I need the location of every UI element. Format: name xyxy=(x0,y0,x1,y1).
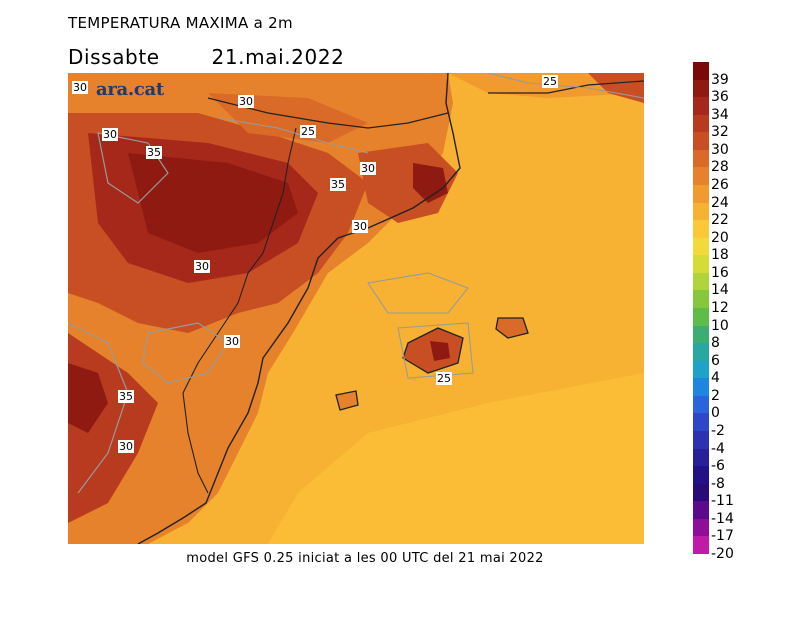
colorbar-swatch xyxy=(693,466,709,485)
contour-label: 25 xyxy=(542,75,558,88)
colorbar-label: 39 xyxy=(711,71,729,88)
colorbar-label: 2 xyxy=(711,387,720,404)
contour-label: 35 xyxy=(330,178,346,191)
colorbar-label: 22 xyxy=(711,212,729,229)
colorbar-label: 20 xyxy=(711,229,729,246)
colorbar-label: 34 xyxy=(711,106,729,123)
colorbar-swatch xyxy=(693,325,709,344)
colorbar-swatch xyxy=(693,308,709,327)
contour-label: 30 xyxy=(238,95,254,108)
colorbar-swatch xyxy=(693,132,709,151)
colorbar-label: -17 xyxy=(711,528,734,545)
contour-label: 30 xyxy=(224,335,240,348)
colorbar-swatch xyxy=(693,202,709,221)
chart-title: TEMPERATURA MAXIMA a 2m xyxy=(68,14,293,32)
contour-label: 30 xyxy=(72,81,88,94)
colorbar-label: 14 xyxy=(711,282,729,299)
colorbar-swatch xyxy=(693,290,709,309)
contour-label: 35 xyxy=(146,146,162,159)
colorbar-swatch xyxy=(693,167,709,186)
colorbar-label: 30 xyxy=(711,141,729,158)
map-canvas xyxy=(68,73,644,544)
colorbar-label: 8 xyxy=(711,335,720,352)
colorbar-swatch xyxy=(693,79,709,98)
colorbar-swatch xyxy=(693,237,709,256)
contour-label: 30 xyxy=(360,162,376,175)
coastline xyxy=(137,73,461,544)
colorbar-label: -14 xyxy=(711,510,734,527)
colorbar-label: 36 xyxy=(711,89,729,106)
contour-label: 25 xyxy=(436,372,452,385)
chart-date: Dissabte 21.mai.2022 xyxy=(68,45,345,69)
colorbar-swatch xyxy=(693,255,709,274)
contour-label: 30 xyxy=(118,440,134,453)
colorbar-swatch xyxy=(693,220,709,239)
colorbar-swatch xyxy=(693,395,709,414)
contour-label: 30 xyxy=(194,260,210,273)
colorbar-swatch xyxy=(693,483,709,502)
colorbar-label: 4 xyxy=(711,370,720,387)
model-caption: model GFS 0.25 iniciat a les 00 UTC del … xyxy=(186,551,544,566)
colorbar-label: 26 xyxy=(711,177,729,193)
colorbar-label: 18 xyxy=(711,247,729,264)
colorbar-label: 10 xyxy=(711,317,729,334)
colorbar-swatch xyxy=(693,343,709,362)
ara-cat-logo: ara.cat xyxy=(96,79,164,100)
colorbar-label: 24 xyxy=(711,194,729,211)
colorbar-swatch xyxy=(693,431,709,450)
colorbar-swatch xyxy=(693,378,709,397)
colorbar-swatch xyxy=(693,501,709,520)
colorbar-label: -11 xyxy=(711,493,734,510)
colorbar-label: 0 xyxy=(711,405,720,422)
contour-label: 30 xyxy=(102,128,118,141)
colorbar-label: 16 xyxy=(711,264,729,281)
colorbar-swatch xyxy=(693,448,709,467)
contour-label: 25 xyxy=(300,125,316,138)
colorbar-label: 12 xyxy=(711,300,729,316)
contour-label: 30 xyxy=(352,220,368,233)
colorbar-swatch xyxy=(693,185,709,204)
colorbar xyxy=(693,62,709,555)
colorbar-label: -6 xyxy=(711,458,725,475)
colorbar-swatch xyxy=(693,413,709,432)
contour-label: 35 xyxy=(118,390,134,403)
colorbar-swatch xyxy=(693,536,709,555)
colorbar-swatch xyxy=(693,97,709,116)
colorbar-label: 32 xyxy=(711,124,729,141)
colorbar-label: -8 xyxy=(711,475,725,492)
colorbar-label: -20 xyxy=(711,546,734,562)
colorbar-swatch xyxy=(693,62,709,81)
colorbar-swatch xyxy=(693,149,709,168)
colorbar-label: -2 xyxy=(711,423,725,439)
colorbar-label: 6 xyxy=(711,352,720,369)
colorbar-swatch xyxy=(693,518,709,537)
colorbar-label: 28 xyxy=(711,159,729,176)
colorbar-swatch xyxy=(693,114,709,133)
colorbar-swatch xyxy=(693,272,709,291)
colorbar-swatch xyxy=(693,360,709,379)
colorbar-label: -4 xyxy=(711,440,725,457)
temperature-map xyxy=(68,73,644,544)
